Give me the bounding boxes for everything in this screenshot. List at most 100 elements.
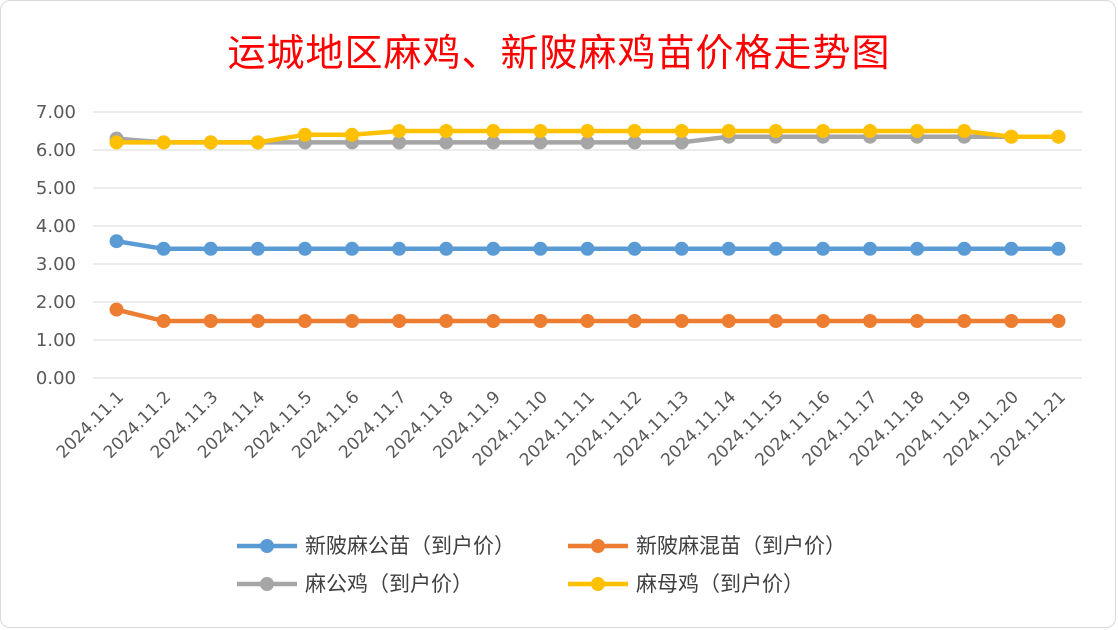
data-point (439, 241, 454, 256)
legend-label: 麻公鸡（到户价） (305, 572, 473, 596)
data-point (203, 241, 218, 256)
data-point (1004, 129, 1019, 144)
legend-marker (260, 539, 274, 553)
series-4 (109, 124, 1066, 150)
data-point (345, 314, 360, 328)
legend-item: 新陂麻混苗（到户价） (568, 534, 846, 558)
data-point (957, 124, 972, 138)
data-point (250, 314, 265, 328)
data-point (1051, 241, 1066, 256)
data-point (721, 241, 736, 256)
legend-label: 新陂麻公苗（到户价） (305, 534, 515, 558)
data-point (486, 314, 501, 328)
chart-title: 运城地区麻鸡、新陂麻鸡苗价格走势图 (227, 31, 891, 75)
data-point (674, 314, 689, 328)
x-axis-ticks: 2024.11.12024.11.22024.11.32024.11.42024… (53, 387, 1070, 470)
data-point (1051, 129, 1066, 144)
data-point (486, 124, 501, 138)
data-point (1004, 241, 1019, 256)
y-tick-label: 5.00 (36, 178, 76, 199)
data-point (768, 241, 783, 256)
data-point (674, 135, 689, 150)
data-point (863, 241, 878, 256)
data-point (297, 314, 312, 328)
data-point (486, 241, 501, 256)
data-point (156, 314, 171, 328)
data-point (392, 241, 407, 256)
data-point (439, 314, 454, 328)
data-point (910, 124, 925, 138)
series-3 (109, 129, 1066, 150)
data-point (580, 314, 595, 328)
legend-item: 麻公鸡（到户价） (237, 572, 473, 596)
data-point (345, 127, 360, 142)
legend: 新陂麻公苗（到户价） 新陂麻混苗（到户价） 麻公鸡（到户价） 麻母鸡（到户价） (237, 534, 846, 596)
data-point (721, 314, 736, 328)
data-point (533, 241, 548, 256)
data-point (1051, 314, 1066, 328)
data-point (392, 135, 407, 150)
series-2 (109, 302, 1066, 328)
data-point (580, 124, 595, 138)
legend-label: 新陂麻混苗（到户价） (636, 534, 846, 558)
data-point (203, 135, 218, 150)
data-point (627, 124, 642, 138)
data-point (297, 127, 312, 142)
gridlines (93, 111, 1082, 379)
series-1 (109, 234, 1066, 256)
legend-item: 新陂麻公苗（到户价） (237, 534, 515, 558)
legend-item: 麻母鸡（到户价） (568, 572, 804, 596)
data-point (957, 314, 972, 328)
y-axis-ticks: 0.00 1.00 2.00 3.00 4.00 5.00 6.00 7.00 (36, 102, 76, 389)
data-point (109, 234, 124, 249)
data-point (345, 241, 360, 256)
data-point (250, 241, 265, 256)
data-point (156, 135, 171, 150)
data-point (815, 241, 830, 256)
y-tick-label: 0.00 (36, 368, 76, 389)
data-point (392, 124, 407, 138)
y-tick-label: 7.00 (36, 102, 76, 123)
data-point (1004, 314, 1019, 328)
legend-marker (260, 577, 274, 591)
data-point (580, 135, 595, 150)
legend-label: 麻母鸡（到户价） (636, 572, 804, 596)
data-point (910, 314, 925, 328)
data-point (297, 241, 312, 256)
data-point (109, 135, 124, 150)
data-point (910, 241, 925, 256)
legend-marker (591, 577, 605, 591)
data-point (486, 135, 501, 150)
data-point (156, 241, 171, 256)
data-point (392, 314, 407, 328)
data-point (815, 314, 830, 328)
y-tick-label: 3.00 (36, 254, 76, 275)
y-tick-label: 2.00 (36, 292, 76, 313)
legend-marker (591, 539, 605, 553)
data-point (627, 135, 642, 150)
data-point (533, 135, 548, 150)
data-point (721, 124, 736, 138)
data-point (627, 241, 642, 256)
data-point (109, 302, 124, 317)
data-point (674, 241, 689, 256)
y-tick-label: 4.00 (36, 216, 76, 237)
y-tick-label: 1.00 (36, 330, 76, 351)
data-point (439, 135, 454, 150)
series-layer (109, 124, 1066, 328)
data-point (250, 135, 265, 150)
data-point (863, 124, 878, 138)
data-point (674, 124, 689, 138)
data-point (533, 314, 548, 328)
data-point (439, 124, 454, 138)
data-point (580, 241, 595, 256)
data-point (203, 314, 218, 328)
data-point (863, 314, 878, 328)
data-point (768, 314, 783, 328)
data-point (815, 124, 830, 138)
data-point (533, 124, 548, 138)
data-point (957, 241, 972, 256)
data-point (768, 124, 783, 138)
